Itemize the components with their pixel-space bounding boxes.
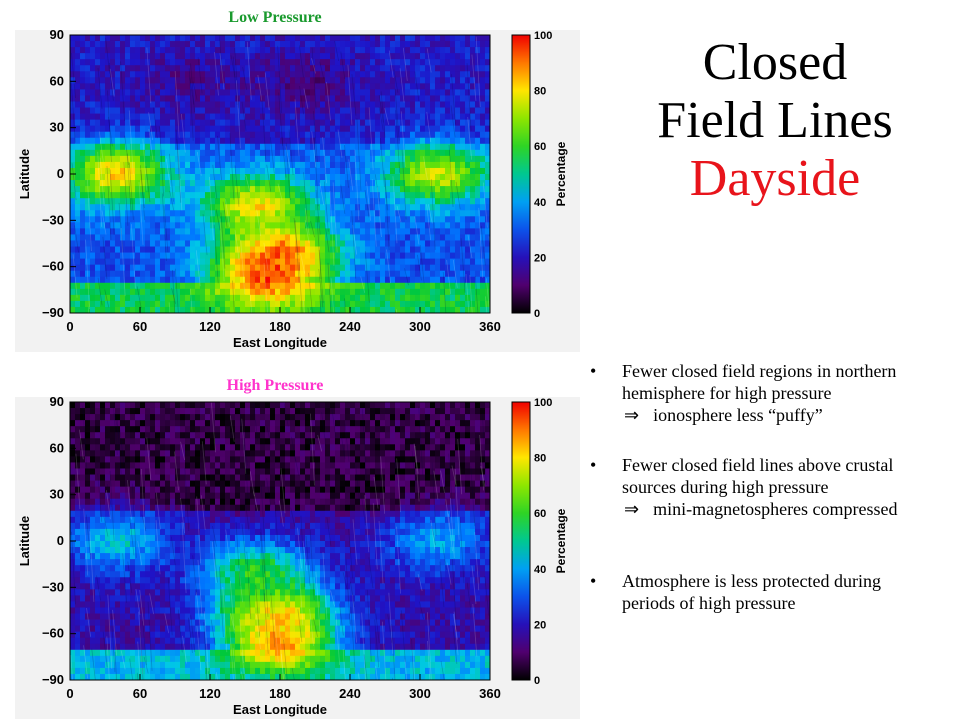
colorbar-tick-label: 60 bbox=[534, 508, 546, 520]
bullet-item-2: • Fewer closed field lines above crustal… bbox=[590, 454, 958, 520]
implies-icon: ⇒ bbox=[624, 405, 640, 425]
x-tick-label: 180 bbox=[269, 686, 291, 701]
colorbar-tick-label: 100 bbox=[534, 30, 552, 42]
colorbar-tick-label: 40 bbox=[534, 564, 546, 576]
bullet-text: Fewer closed field regions in northern bbox=[622, 361, 897, 381]
y-tick-label: 0 bbox=[57, 166, 64, 181]
heatmap-field bbox=[70, 35, 490, 313]
colorbar-tick-label: 0 bbox=[534, 308, 540, 320]
implication-text: mini-magnetospheres compressed bbox=[653, 499, 898, 519]
bullet-item-3: • Atmosphere is less protected during pe… bbox=[590, 570, 958, 614]
colorbar-label: Percentage bbox=[554, 508, 568, 573]
y-tick-label: 90 bbox=[50, 30, 64, 42]
y-tick-label: 90 bbox=[50, 397, 64, 409]
x-tick-label: 240 bbox=[339, 319, 361, 334]
high-pressure-title: High Pressure bbox=[226, 377, 324, 394]
colorbar-tick-label: 80 bbox=[534, 86, 546, 98]
bullet-item-1: • Fewer closed field regions in northern… bbox=[590, 360, 958, 426]
slide-title: Closed Field Lines Dayside bbox=[580, 34, 960, 208]
low-pressure-title: Low Pressure bbox=[228, 9, 322, 26]
colorbar bbox=[511, 401, 531, 681]
x-tick-label: 240 bbox=[339, 686, 361, 701]
x-tick-label: 0 bbox=[66, 686, 73, 701]
colorbar-tick-label: 20 bbox=[534, 619, 546, 631]
colorbar bbox=[511, 34, 531, 314]
bullet-text: Atmosphere is less protected during bbox=[622, 571, 881, 591]
x-tick-label: 360 bbox=[479, 319, 501, 334]
y-tick-label: 0 bbox=[57, 533, 64, 548]
bullet-text: Fewer closed field lines above crustal bbox=[622, 455, 894, 475]
colorbar-label: Percentage bbox=[554, 141, 568, 206]
y-tick-label: 30 bbox=[50, 487, 64, 502]
y-tick-label: −60 bbox=[42, 626, 64, 641]
x-tick-label: 60 bbox=[133, 686, 147, 701]
y-tick-label: −60 bbox=[42, 259, 64, 274]
colorbar-tick-label: 0 bbox=[534, 675, 540, 687]
y-tick-label: 30 bbox=[50, 120, 64, 135]
y-tick-label: −90 bbox=[42, 672, 64, 687]
y-tick-label: 60 bbox=[50, 73, 64, 88]
heatmap-field bbox=[70, 402, 490, 680]
slide-title-line-3: Dayside bbox=[689, 150, 861, 207]
x-tick-label: 360 bbox=[479, 686, 501, 701]
y-axis-label: Latitude bbox=[17, 149, 32, 200]
x-tick-label: 0 bbox=[66, 319, 73, 334]
slide-title-line-2: Field Lines bbox=[657, 92, 893, 149]
slide-title-line-1: Closed bbox=[702, 34, 848, 91]
x-tick-label: 120 bbox=[199, 319, 221, 334]
colorbar-tick-label: 20 bbox=[534, 252, 546, 264]
bullet-text: hemisphere for high pressure bbox=[622, 383, 832, 403]
bullet-text: sources during high pressure bbox=[622, 477, 829, 497]
bullet-text: periods of high pressure bbox=[622, 593, 796, 613]
colorbar-tick-label: 100 bbox=[534, 397, 552, 409]
y-axis-label: Latitude bbox=[17, 516, 32, 567]
colorbar-tick-label: 60 bbox=[534, 141, 546, 153]
x-axis-label: East Longitude bbox=[233, 702, 327, 717]
bullet-dot-icon: • bbox=[590, 455, 597, 475]
implies-icon: ⇒ bbox=[624, 499, 640, 519]
x-axis-label: East Longitude bbox=[233, 335, 327, 350]
x-tick-label: 300 bbox=[409, 319, 431, 334]
colorbar-tick-label: 40 bbox=[534, 197, 546, 209]
x-tick-label: 180 bbox=[269, 319, 291, 334]
y-tick-label: 60 bbox=[50, 440, 64, 455]
x-tick-label: 60 bbox=[133, 319, 147, 334]
y-tick-label: −30 bbox=[42, 212, 64, 227]
bullet-dot-icon: • bbox=[590, 361, 597, 381]
bullet-implication: ⇒ mini-magnetospheres compressed bbox=[622, 498, 958, 520]
implication-text: ionosphere less “puffy” bbox=[653, 405, 823, 425]
bullet-list: • Fewer closed field regions in northern… bbox=[590, 360, 958, 614]
bullet-dot-icon: • bbox=[590, 571, 597, 591]
y-tick-label: −90 bbox=[42, 305, 64, 320]
x-tick-label: 120 bbox=[199, 686, 221, 701]
y-tick-label: −30 bbox=[42, 579, 64, 594]
colorbar-tick-label: 80 bbox=[534, 453, 546, 465]
x-tick-label: 300 bbox=[409, 686, 431, 701]
bullet-implication: ⇒ ionosphere less “puffy” bbox=[622, 404, 958, 426]
